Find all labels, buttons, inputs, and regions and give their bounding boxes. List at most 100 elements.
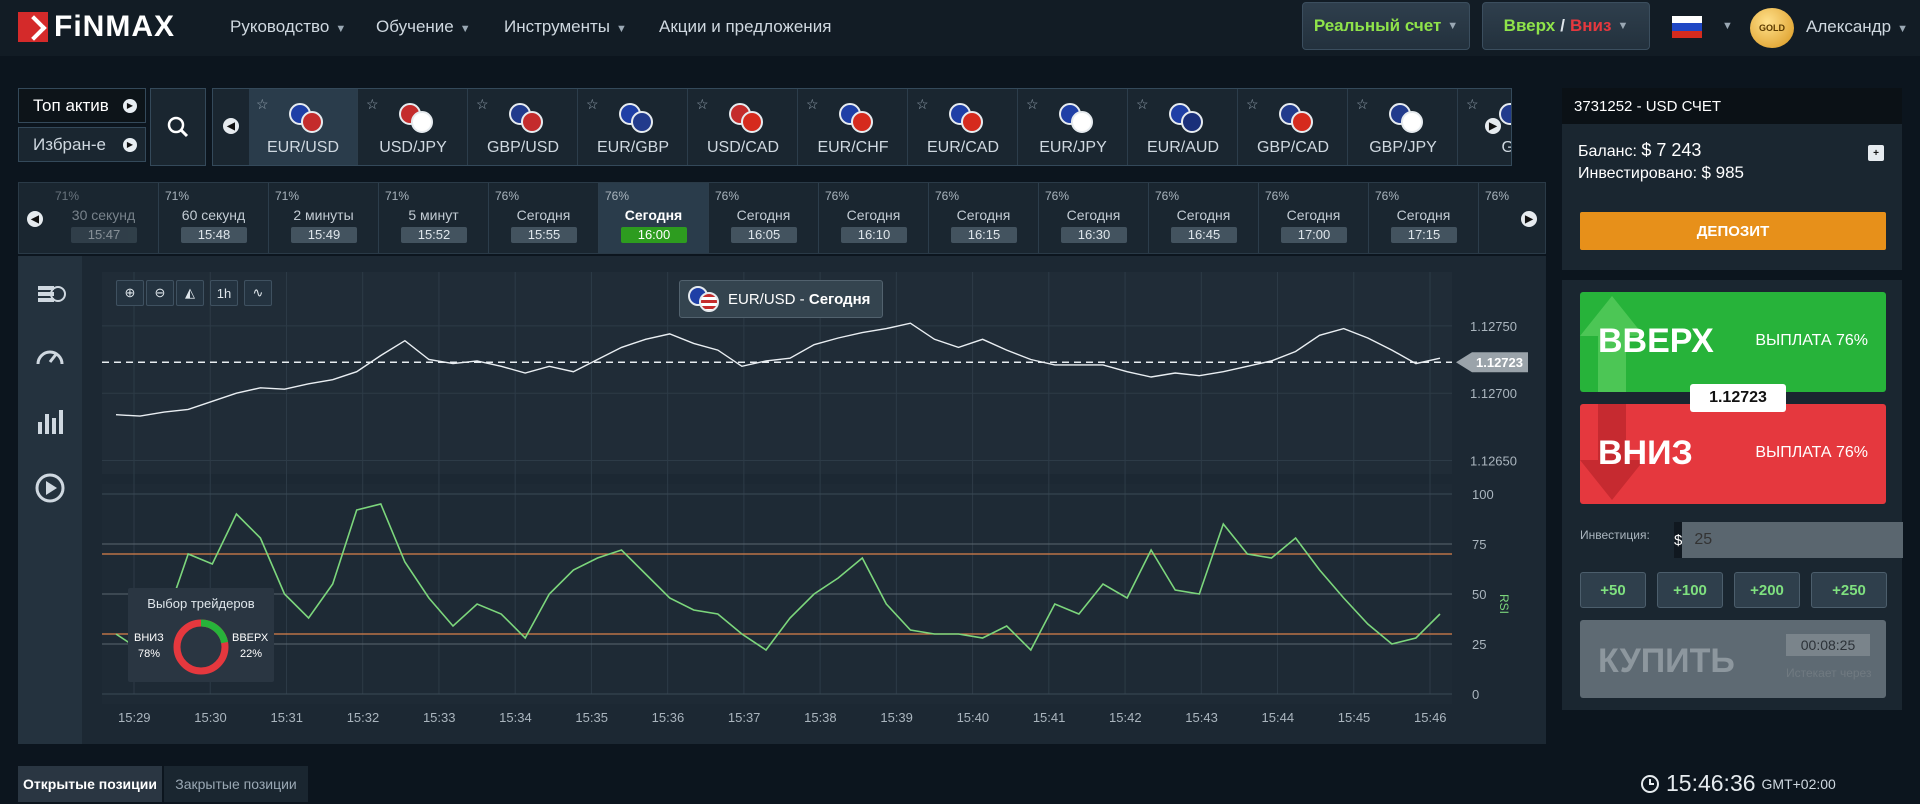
finmax-logo[interactable]: FiNMAX <box>18 10 175 44</box>
asset-tile[interactable]: ☆ USD/CAD <box>689 89 798 165</box>
asset-prev-icon[interactable]: ◀ <box>223 118 239 134</box>
tab-open-positions[interactable]: Открытые позиции <box>18 766 162 802</box>
star-icon[interactable]: ☆ <box>806 96 819 112</box>
expiry-label: 30 секунд <box>71 207 136 223</box>
star-icon[interactable]: ☆ <box>476 96 489 112</box>
expiry-next-icon[interactable]: ▶ <box>1521 211 1537 227</box>
asset-tile[interactable]: ☆ GBP/JPY <box>1349 89 1458 165</box>
nav-promotions[interactable]: Акции и предложения <box>659 17 831 37</box>
nav-learning[interactable]: Обучение ▼ <box>376 17 471 37</box>
star-icon[interactable]: ☆ <box>1466 96 1479 112</box>
expiry-payout: 76% <box>1485 189 1510 203</box>
expiry-payout: 76% <box>1375 189 1400 203</box>
zoom-in-icon: ⊕ <box>124 285 136 300</box>
star-icon[interactable]: ☆ <box>1246 96 1259 112</box>
expiry-option[interactable]: 76% Сегодня 17:15 <box>1369 183 1479 253</box>
expiry-option[interactable]: 76% Сегодня 16:05 <box>709 183 819 253</box>
expiry-timer: 00:08:25 <box>1786 634 1870 656</box>
asset-list-tabs: Топ актив ▶ Избран-е ▶ <box>18 88 146 164</box>
star-icon[interactable]: ☆ <box>256 96 269 112</box>
expiry-prev-icon[interactable]: ◀ <box>27 211 43 227</box>
tab-top-assets[interactable]: Топ актив ▶ <box>18 88 146 123</box>
trade-type-button[interactable]: Вверх / Вниз ▼ <box>1482 2 1650 50</box>
put-down-button[interactable]: ВНИЗ ВЫПЛАТА 76% <box>1580 404 1886 504</box>
star-icon[interactable]: ☆ <box>1136 96 1149 112</box>
bar-chart-icon[interactable] <box>32 404 68 440</box>
tab-closed-positions[interactable]: Закрытые позиции <box>164 766 308 802</box>
star-icon[interactable]: ☆ <box>1026 96 1039 112</box>
expiry-option[interactable]: 76% Сегодня 16:45 <box>1149 183 1259 253</box>
tab-favorites[interactable]: Избран-е ▶ <box>18 127 146 162</box>
time-tick-label: 15:32 <box>347 710 380 725</box>
asset-tile[interactable]: ☆ EUR/CAD <box>909 89 1018 165</box>
asset-name: EUR/CHF <box>817 139 889 156</box>
rsi-axis-label: RSI <box>1497 594 1511 614</box>
speedometer-icon[interactable] <box>32 338 68 374</box>
add-funds-icon[interactable]: + <box>1868 145 1884 161</box>
quick-add-200[interactable]: +200 <box>1734 572 1800 608</box>
asset-next-icon[interactable]: ▶ <box>1485 118 1501 134</box>
gold-badge: GOLD <box>1750 8 1794 48</box>
expiry-label: 60 секунд <box>181 207 246 223</box>
language-flag-icon[interactable] <box>1672 16 1702 38</box>
asset-tile[interactable]: ☆ GBP/CAD <box>1239 89 1348 165</box>
indicator-icon: ∿ <box>252 285 264 300</box>
asset-tile[interactable]: ☆ EUR/CHF <box>799 89 908 165</box>
expiry-option[interactable]: 71% 5 минут 15:52 <box>379 183 489 253</box>
coins-icon[interactable] <box>32 272 68 308</box>
play-circle-icon[interactable] <box>32 470 68 506</box>
call-up-button[interactable]: ВВЕРХ ВЫПЛАТА 76% <box>1580 292 1886 392</box>
star-icon[interactable]: ☆ <box>366 96 379 112</box>
account-type-button[interactable]: Реальный счет ▼ <box>1302 2 1470 50</box>
rsi-tick-label: 75 <box>1472 537 1486 552</box>
timeframe-button[interactable]: 1h <box>210 280 238 306</box>
price-chart[interactable]: 1.12750 1.12700 1.12650 1.12723 100 75 50 25 0 RS… <box>100 264 1540 740</box>
zoom-out-button[interactable]: ⊖ <box>146 280 174 306</box>
expiry-option[interactable]: 76% Сегодня 16:30 <box>1039 183 1149 253</box>
expiry-option[interactable]: 76% Сегодня 17:00 <box>1259 183 1369 253</box>
expiry-time: 16:05 <box>731 227 797 243</box>
timeframe-label: 1h <box>216 285 232 301</box>
quick-add-250[interactable]: +250 <box>1811 572 1887 608</box>
indicator-button[interactable]: ∿ <box>244 280 272 306</box>
language-caret-icon[interactable]: ▼ <box>1722 20 1733 32</box>
asset-search-button[interactable] <box>150 88 206 166</box>
star-icon[interactable]: ☆ <box>916 96 929 112</box>
asset-tile[interactable]: ☆ GB <box>1459 89 1511 165</box>
zoom-in-button[interactable]: ⊕ <box>116 280 144 306</box>
expiry-option[interactable]: 76% Сегодня 15:55 <box>489 183 599 253</box>
currency-pair-flags-icon <box>399 103 437 133</box>
play-icon: ▶ <box>123 98 137 113</box>
username[interactable]: Александр ▼ <box>1806 17 1908 37</box>
expiry-option[interactable]: 76% <box>1479 183 1545 253</box>
asset-tile[interactable]: ☆ EUR/AUD <box>1129 89 1238 165</box>
star-icon[interactable]: ☆ <box>586 96 599 112</box>
chart-type-button[interactable]: ◭ <box>176 280 204 306</box>
asset-tile[interactable]: ☆ EUR/USD <box>249 89 358 165</box>
asset-tile[interactable]: ☆ EUR/JPY <box>1019 89 1128 165</box>
asset-tile[interactable]: ☆ USD/JPY <box>359 89 468 165</box>
expiry-option[interactable]: 71% 30 секунд 15:47 <box>49 183 159 253</box>
asset-name: GBP/USD <box>486 139 559 156</box>
asset-tile[interactable]: ☆ EUR/GBP <box>579 89 688 165</box>
put-down-label: ВНИЗ <box>1598 434 1693 472</box>
asset-tile[interactable]: ☆ GBP/USD <box>469 89 578 165</box>
quick-add-100[interactable]: +100 <box>1657 572 1723 608</box>
expiry-option[interactable]: 71% 2 минуты 15:49 <box>269 183 379 253</box>
expiry-payout: 76% <box>495 189 520 203</box>
nav-guide[interactable]: Руководство ▼ <box>230 17 346 37</box>
buy-button[interactable]: КУПИТЬ 00:08:25 Истекает через <box>1580 620 1886 698</box>
quick-add-50[interactable]: +50 <box>1580 572 1646 608</box>
expiry-payout: 76% <box>715 189 740 203</box>
deposit-button[interactable]: ДЕПОЗИТ <box>1580 212 1886 250</box>
expiry-option[interactable]: 76% Сегодня 16:15 <box>929 183 1039 253</box>
rsi-tick-label: 25 <box>1472 637 1486 652</box>
expiry-option[interactable]: 71% 60 секунд 15:48 <box>159 183 269 253</box>
expiry-option[interactable]: 76% Сегодня 16:00 <box>599 183 709 253</box>
asset-name: GBP/JPY <box>1369 139 1437 156</box>
star-icon[interactable]: ☆ <box>1356 96 1369 112</box>
nav-tools[interactable]: Инструменты ▼ <box>504 17 627 37</box>
investment-input[interactable] <box>1682 522 1904 558</box>
expiry-option[interactable]: 76% Сегодня 16:10 <box>819 183 929 253</box>
star-icon[interactable]: ☆ <box>696 96 709 112</box>
